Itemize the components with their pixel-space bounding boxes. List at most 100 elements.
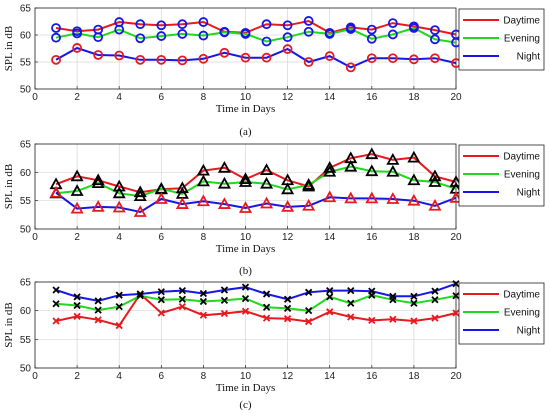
- data-point-marker: [133, 185, 147, 198]
- data-point-marker: [365, 191, 379, 204]
- data-point-marker: [114, 24, 125, 35]
- data-point-marker: [112, 186, 126, 199]
- data-point-marker: [281, 200, 295, 212]
- data-point-marker: [407, 173, 421, 186]
- data-point-marker: [324, 51, 335, 61]
- series-evening: [55, 294, 457, 312]
- data-point-marker: [219, 27, 230, 38]
- data-point-marker: [283, 315, 292, 323]
- data-point-marker: [73, 293, 81, 301]
- data-point-marker: [368, 287, 376, 295]
- data-point-marker: [220, 296, 229, 304]
- data-point-marker: [94, 316, 102, 324]
- data-point-marker: [326, 308, 334, 316]
- x-tick-label: 0: [32, 92, 38, 103]
- panel-caption: (a): [239, 126, 252, 138]
- data-point-marker: [51, 54, 61, 65]
- legend-label-evening: Evening: [504, 308, 540, 319]
- series-markers-daytime: [52, 290, 460, 330]
- data-point-marker: [368, 316, 376, 325]
- data-point-marker: [73, 301, 81, 310]
- series-markers-night: [49, 185, 463, 217]
- data-point-marker: [283, 295, 292, 303]
- data-point-marker: [217, 176, 231, 189]
- data-point-marker: [196, 194, 210, 207]
- panel-caption: (b): [239, 265, 252, 277]
- x-tick-label: 2: [74, 232, 80, 243]
- x-tick-label: 20: [450, 232, 462, 243]
- data-point-marker: [240, 29, 251, 39]
- data-point-marker: [93, 32, 104, 43]
- data-point-marker: [345, 24, 356, 34]
- x-tick-label: 6: [159, 92, 165, 103]
- data-point-marker: [344, 191, 358, 204]
- x-tick-label: 2: [74, 371, 80, 382]
- y-axis-label: SPL in dB: [3, 26, 15, 71]
- series-markers-night: [52, 280, 460, 305]
- data-point-marker: [430, 25, 440, 36]
- y-tick-label: 65: [20, 4, 32, 15]
- series-daytime: [55, 292, 457, 327]
- series-line: [55, 292, 457, 327]
- data-point-marker: [94, 297, 102, 305]
- data-point-marker: [305, 317, 313, 326]
- data-point-marker: [219, 47, 230, 58]
- data-point-marker: [157, 288, 165, 296]
- legend: Daytime Evening Night: [458, 144, 545, 207]
- data-point-marker: [323, 164, 337, 177]
- data-point-marker: [431, 287, 439, 295]
- y-tick-label: 65: [20, 278, 32, 289]
- data-point-marker: [281, 182, 295, 195]
- data-point-marker: [326, 286, 334, 295]
- data-point-marker: [178, 286, 186, 295]
- data-point-marker: [323, 160, 337, 173]
- data-point-marker: [133, 205, 147, 217]
- data-point-marker: [91, 200, 105, 212]
- data-point-marker: [261, 52, 272, 63]
- x-tick-label: 16: [366, 92, 378, 103]
- data-point-marker: [136, 292, 144, 300]
- data-point-marker: [73, 312, 81, 321]
- data-point-marker: [303, 16, 314, 26]
- data-point-marker: [387, 53, 398, 64]
- data-point-marker: [241, 307, 250, 315]
- x-tick-label: 8: [201, 92, 207, 103]
- data-point-marker: [282, 44, 293, 54]
- data-point-marker: [365, 147, 379, 160]
- x-tick-label: 4: [116, 371, 122, 382]
- data-point-marker: [260, 176, 274, 189]
- data-point-marker: [136, 290, 144, 298]
- data-point-marker: [449, 175, 463, 187]
- data-point-marker: [303, 57, 314, 67]
- data-point-marker: [344, 159, 358, 172]
- data-point-marker: [260, 163, 274, 175]
- legend-label-night: Night: [517, 52, 541, 63]
- data-point-marker: [93, 50, 104, 60]
- data-point-marker: [303, 26, 314, 37]
- data-point-marker: [241, 294, 250, 303]
- data-point-marker: [430, 34, 440, 45]
- data-point-marker: [91, 173, 105, 186]
- data-point-marker: [260, 196, 274, 209]
- series-markers-evening: [51, 23, 461, 48]
- data-point-marker: [154, 192, 168, 204]
- y-tick-label: 55: [20, 58, 32, 69]
- x-tick-label: 0: [32, 371, 38, 382]
- data-point-marker: [323, 190, 337, 203]
- data-point-marker: [386, 164, 400, 177]
- data-point-marker: [196, 174, 210, 187]
- series-line: [55, 294, 457, 312]
- series-line: [55, 282, 457, 302]
- x-axis-label: Time in Days: [216, 103, 276, 115]
- data-point-marker: [428, 175, 442, 187]
- x-tick-label: 6: [159, 232, 165, 243]
- data-point-marker: [178, 295, 186, 303]
- data-point-marker: [366, 24, 377, 35]
- x-tick-label: 14: [324, 92, 336, 103]
- data-point-marker: [326, 293, 334, 301]
- data-point-marker: [410, 299, 418, 307]
- y-tick-label: 60: [20, 168, 32, 179]
- data-point-marker: [217, 160, 231, 173]
- legend-label-daytime: Daytime: [503, 290, 540, 301]
- y-tick-label: 65: [20, 140, 32, 151]
